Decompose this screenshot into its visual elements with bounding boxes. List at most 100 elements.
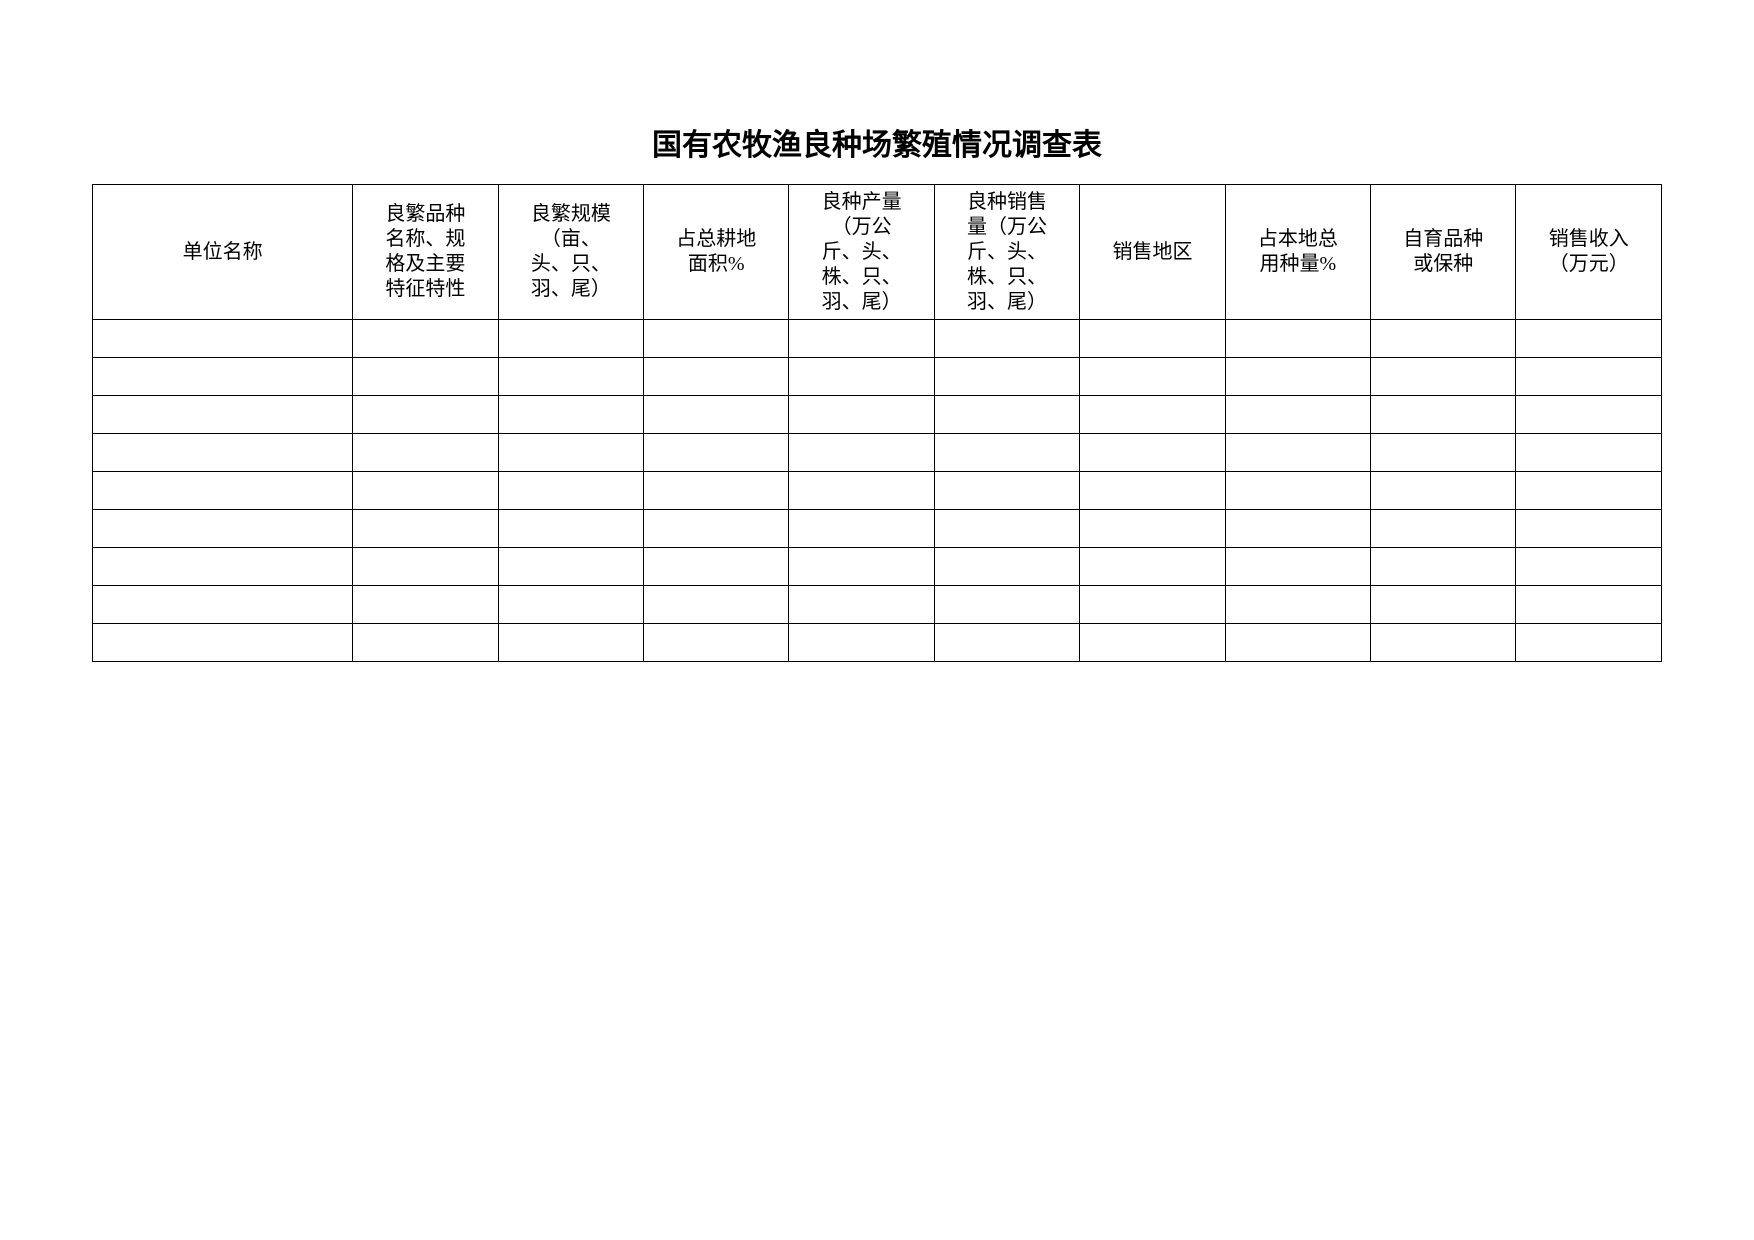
cell <box>1516 358 1662 396</box>
cell <box>353 434 498 472</box>
cell <box>789 548 934 586</box>
cell <box>353 396 498 434</box>
cell <box>1516 548 1662 586</box>
page-title: 国有农牧渔良种场繁殖情况调查表 <box>0 120 1754 164</box>
table-body <box>93 320 1662 662</box>
cell <box>1371 358 1516 396</box>
cell <box>789 396 934 434</box>
cell <box>1371 510 1516 548</box>
cell <box>93 548 353 586</box>
cell <box>644 434 789 472</box>
table-row <box>93 434 1662 472</box>
cell <box>1080 434 1225 472</box>
cell <box>353 624 498 662</box>
cell <box>498 472 643 510</box>
cell <box>93 624 353 662</box>
cell <box>1225 472 1370 510</box>
cell <box>1225 320 1370 358</box>
cell <box>93 586 353 624</box>
table-row <box>93 586 1662 624</box>
cell <box>1371 624 1516 662</box>
cell <box>934 472 1079 510</box>
cell <box>1516 396 1662 434</box>
header-breeding-scale: 良繁规模（亩、头、只、羽、尾） <box>498 185 643 320</box>
cell <box>353 548 498 586</box>
cell <box>1080 358 1225 396</box>
cell <box>789 472 934 510</box>
cell <box>934 396 1079 434</box>
cell <box>93 510 353 548</box>
table-row <box>93 472 1662 510</box>
cell <box>353 472 498 510</box>
cell <box>789 434 934 472</box>
header-local-percent: 占本地总用种量% <box>1225 185 1370 320</box>
cell <box>353 586 498 624</box>
cell <box>934 510 1079 548</box>
header-sales-volume: 良种销售量（万公斤、头、株、只、羽、尾） <box>934 185 1079 320</box>
cell <box>644 320 789 358</box>
cell <box>1516 320 1662 358</box>
cell <box>1371 320 1516 358</box>
cell <box>644 472 789 510</box>
cell <box>1516 472 1662 510</box>
cell <box>644 624 789 662</box>
cell <box>93 358 353 396</box>
cell <box>353 358 498 396</box>
cell <box>1516 586 1662 624</box>
cell <box>1080 586 1225 624</box>
table-row <box>93 510 1662 548</box>
header-sales-region: 销售地区 <box>1080 185 1225 320</box>
cell <box>644 586 789 624</box>
cell <box>1225 586 1370 624</box>
cell <box>1080 624 1225 662</box>
cell <box>1516 510 1662 548</box>
cell <box>498 320 643 358</box>
cell <box>1225 510 1370 548</box>
table-row <box>93 358 1662 396</box>
cell <box>1371 434 1516 472</box>
cell <box>1225 396 1370 434</box>
header-variety-name: 良繁品种名称、规格及主要特征特性 <box>353 185 498 320</box>
cell <box>1225 548 1370 586</box>
cell <box>1080 510 1225 548</box>
cell <box>789 510 934 548</box>
cell <box>1080 548 1225 586</box>
cell <box>934 624 1079 662</box>
cell <box>1371 472 1516 510</box>
table-row <box>93 396 1662 434</box>
cell <box>934 358 1079 396</box>
cell <box>1371 396 1516 434</box>
table-row <box>93 320 1662 358</box>
cell <box>644 510 789 548</box>
header-revenue: 销售收入（万元） <box>1516 185 1662 320</box>
cell <box>1371 548 1516 586</box>
cell <box>1225 624 1370 662</box>
cell <box>789 358 934 396</box>
cell <box>1225 358 1370 396</box>
cell <box>934 548 1079 586</box>
cell <box>498 510 643 548</box>
cell <box>498 434 643 472</box>
cell <box>1371 586 1516 624</box>
table-row <box>93 624 1662 662</box>
cell <box>644 396 789 434</box>
cell <box>93 396 353 434</box>
cell <box>93 472 353 510</box>
header-yield: 良种产量（万公斤、头、株、只、羽、尾） <box>789 185 934 320</box>
cell <box>93 434 353 472</box>
cell <box>1080 472 1225 510</box>
table-container: 单位名称 良繁品种名称、规格及主要特征特性 良繁规模（亩、头、只、羽、尾） 占总… <box>92 184 1662 662</box>
cell <box>934 434 1079 472</box>
cell <box>353 320 498 358</box>
cell <box>498 624 643 662</box>
cell <box>498 358 643 396</box>
cell <box>789 586 934 624</box>
cell <box>353 510 498 548</box>
cell <box>1080 320 1225 358</box>
header-self-bred: 自育品种或保种 <box>1371 185 1516 320</box>
header-land-percent: 占总耕地面积% <box>644 185 789 320</box>
cell <box>934 586 1079 624</box>
cell <box>934 320 1079 358</box>
survey-table: 单位名称 良繁品种名称、规格及主要特征特性 良繁规模（亩、头、只、羽、尾） 占总… <box>92 184 1662 662</box>
cell <box>789 320 934 358</box>
